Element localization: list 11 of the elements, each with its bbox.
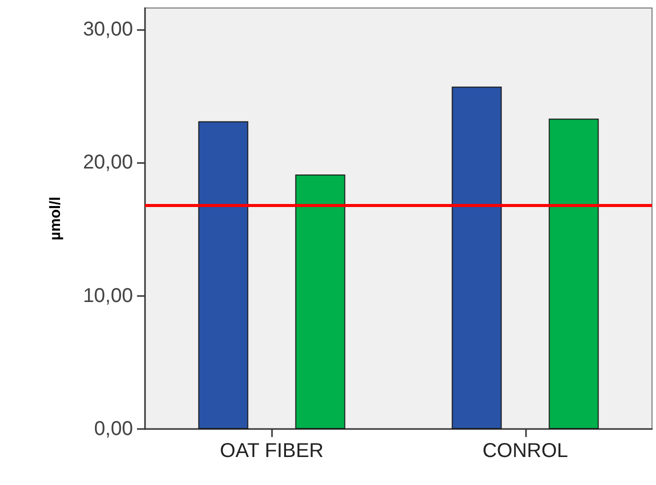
bar	[452, 86, 502, 429]
y-tick-label: 10,00	[82, 284, 133, 307]
x-tick-label: OAT FIBER	[220, 440, 324, 462]
y-tick-label: 20,00	[82, 152, 133, 174]
y-axis-title: µmol/l	[47, 196, 64, 240]
bar	[548, 118, 599, 429]
y-tick-label: 0,00	[94, 418, 133, 440]
bar	[198, 121, 248, 429]
y-tick-label: 30,00	[82, 18, 133, 40]
x-tick-label: CONROL	[482, 440, 568, 462]
bar	[295, 174, 346, 429]
